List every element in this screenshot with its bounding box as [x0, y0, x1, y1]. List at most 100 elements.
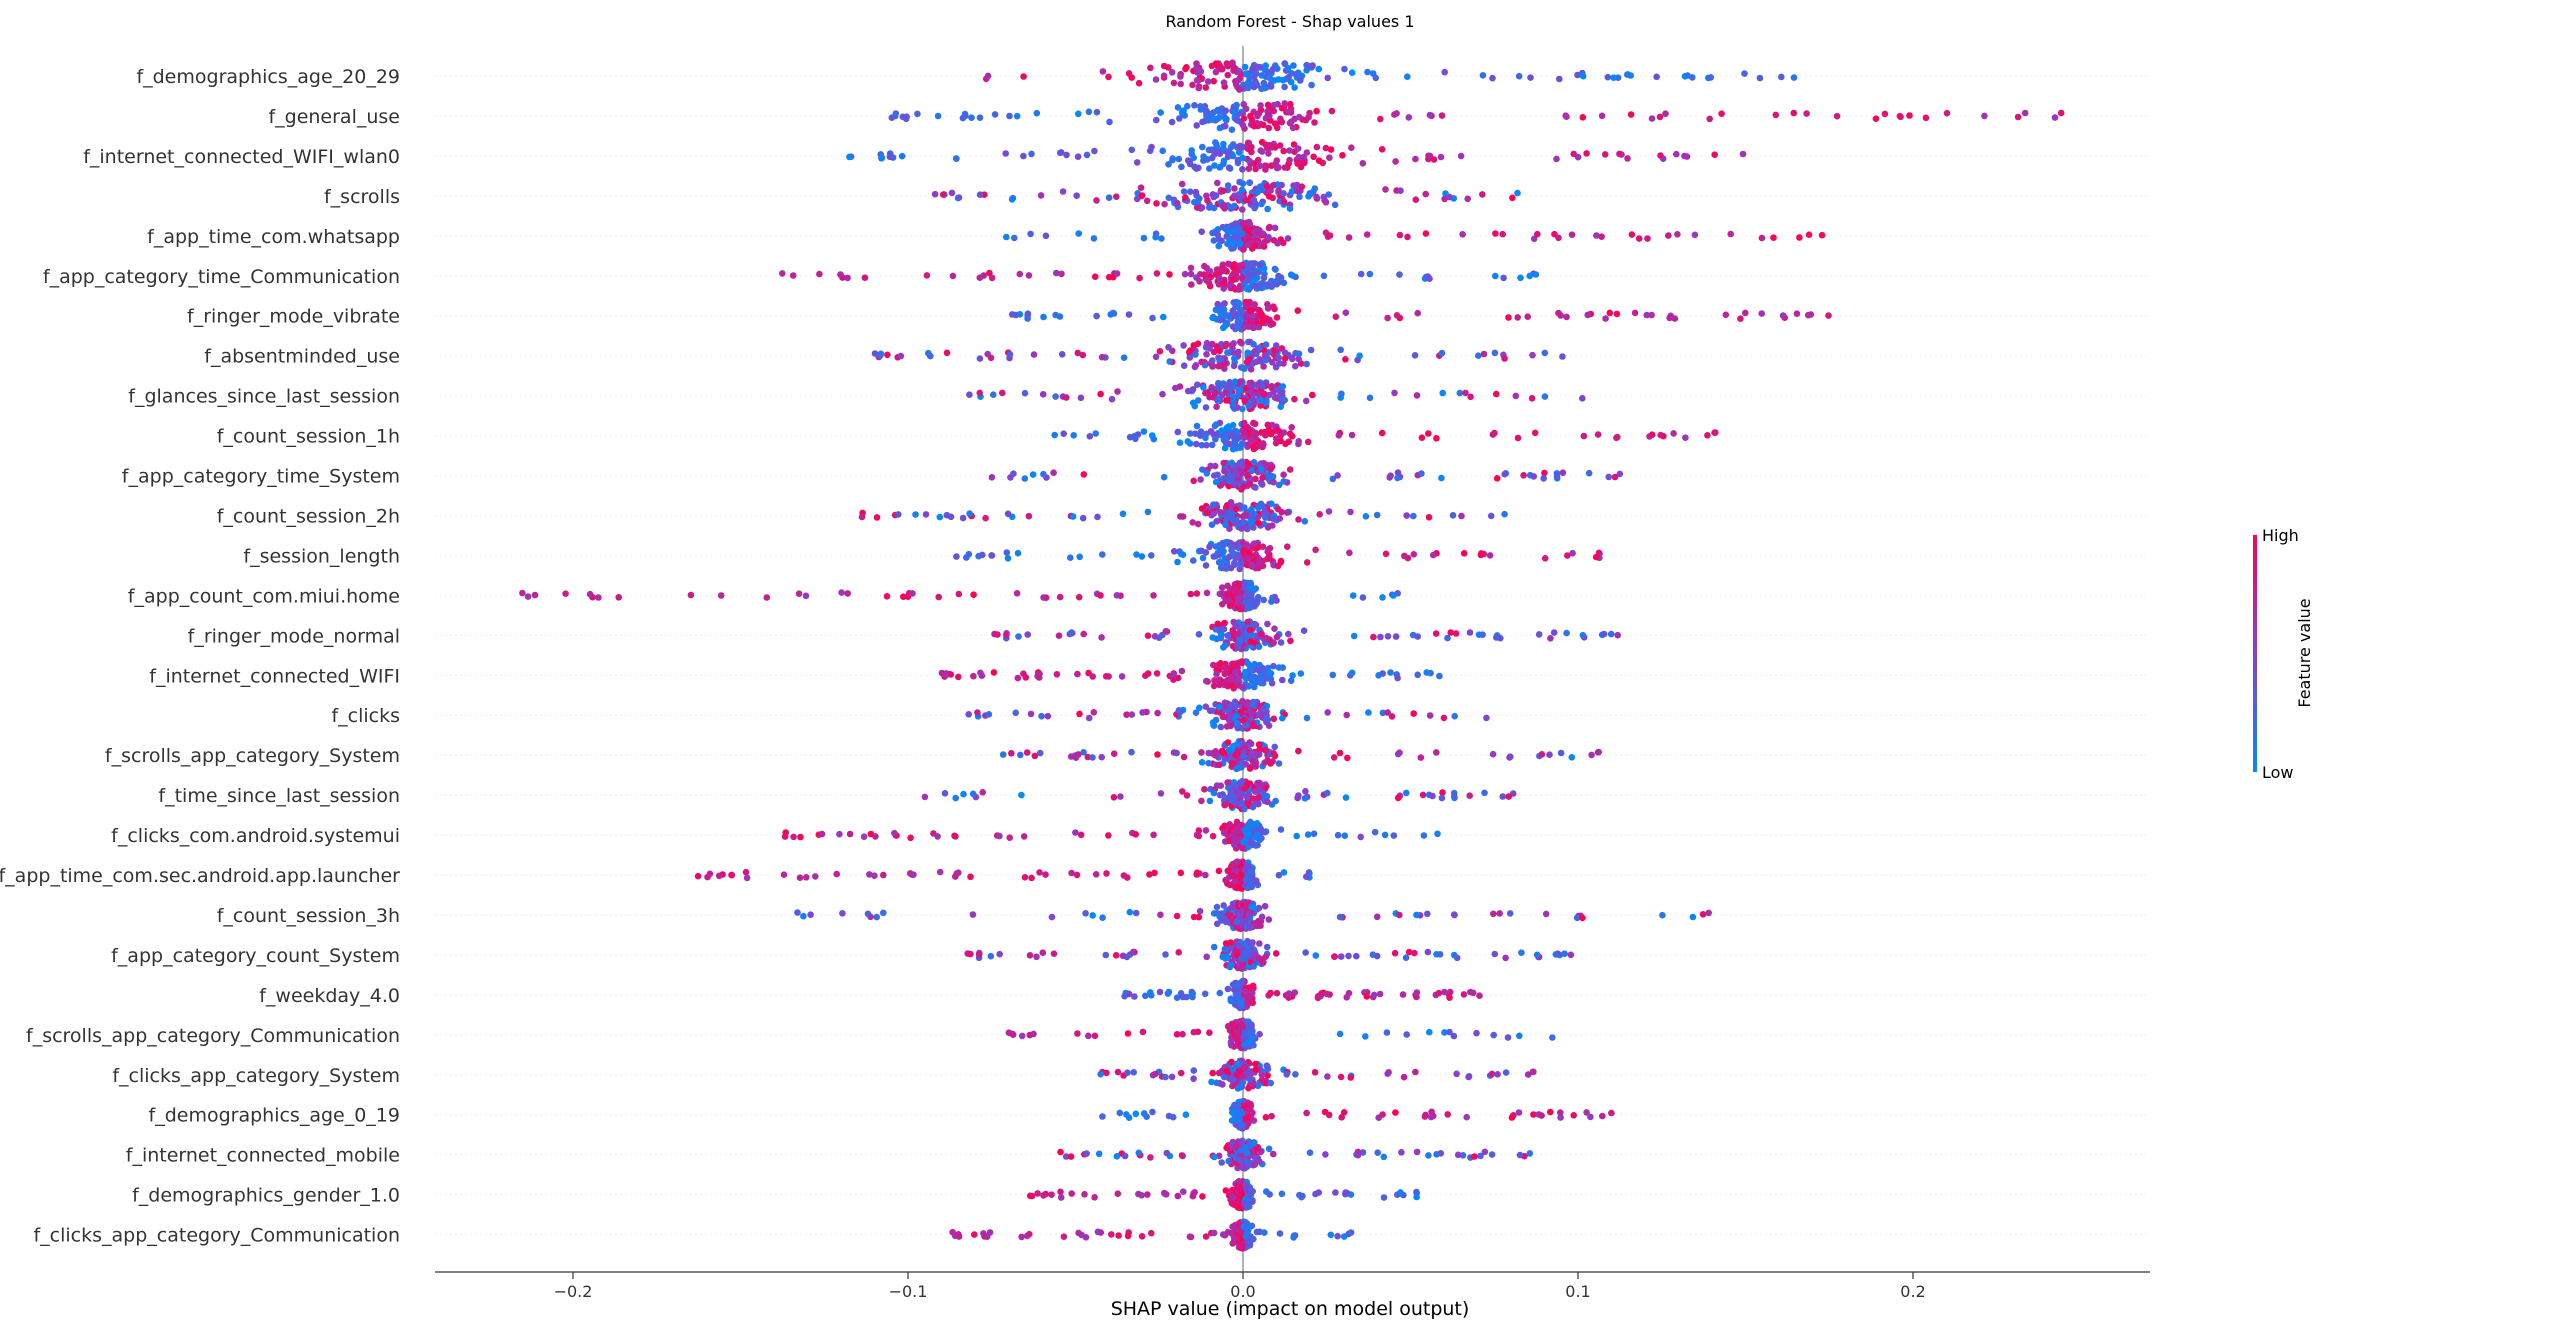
- shap-point: [1570, 1112, 1577, 1119]
- shap-point: [1296, 194, 1303, 201]
- shap-point: [695, 873, 702, 880]
- shap-point: [1091, 1194, 1098, 1201]
- shap-point: [1204, 470, 1211, 477]
- shap-point: [1692, 232, 1699, 239]
- shap-point: [1263, 715, 1270, 722]
- shap-point: [1509, 195, 1516, 202]
- shap-point: [979, 789, 986, 796]
- shap-point: [1219, 584, 1226, 591]
- shap-point: [1246, 994, 1253, 1001]
- shap-point: [1255, 307, 1262, 314]
- shap-point: [1438, 475, 1445, 482]
- shap-point: [1215, 243, 1222, 250]
- shap-point: [1612, 474, 1619, 481]
- shap-point: [1005, 555, 1012, 562]
- shap-point: [1191, 342, 1198, 349]
- shap-point: [1114, 388, 1121, 395]
- shap-point: [1243, 876, 1250, 883]
- shap-point: [1348, 144, 1355, 151]
- shap-point: [1263, 341, 1270, 348]
- shap-point: [1174, 200, 1181, 207]
- shap-point: [1194, 204, 1201, 211]
- shap-point: [1427, 712, 1434, 719]
- shap-point: [1204, 265, 1211, 272]
- shap-point: [1330, 672, 1337, 679]
- shap-point: [1258, 466, 1265, 473]
- shap-point: [899, 153, 906, 160]
- shap-point: [1313, 952, 1320, 959]
- shap-point: [1568, 952, 1575, 959]
- shap-point: [1153, 117, 1160, 124]
- shap-point: [1259, 481, 1266, 488]
- shap-point: [1317, 993, 1324, 1000]
- shap-point: [1262, 785, 1269, 792]
- shap-point: [1114, 592, 1121, 599]
- shap-point: [1326, 154, 1333, 161]
- shap-point: [1605, 474, 1612, 481]
- shap-point: [1251, 123, 1258, 130]
- shap-point: [1794, 310, 1801, 317]
- shap-point: [1141, 1110, 1148, 1117]
- shap-point: [1224, 1068, 1231, 1075]
- shap-point: [1410, 710, 1417, 717]
- shap-point: [1690, 914, 1697, 921]
- shap-point: [1275, 386, 1282, 393]
- shap-point: [1105, 832, 1112, 839]
- shap-point: [1489, 75, 1496, 82]
- shap-point: [1494, 475, 1501, 482]
- shap-point: [1514, 314, 1521, 321]
- shap-point: [1157, 989, 1164, 996]
- shap-point: [1457, 390, 1464, 397]
- shap-point: [1411, 950, 1418, 957]
- shap-point: [1379, 1111, 1386, 1118]
- shap-point: [1232, 586, 1239, 593]
- shap-point: [1295, 154, 1302, 161]
- shap-point: [1087, 433, 1094, 440]
- shap-point: [519, 590, 526, 597]
- shap-point: [1465, 1074, 1472, 1081]
- shap-point: [1231, 660, 1238, 667]
- shap-point: [1502, 955, 1509, 962]
- shap-point: [1262, 903, 1269, 910]
- shap-point: [1261, 391, 1268, 398]
- shap-point: [1410, 513, 1417, 520]
- shap-point: [846, 154, 853, 161]
- shap-point: [1251, 459, 1258, 466]
- shap-point: [990, 391, 997, 398]
- shap-point: [1236, 68, 1243, 75]
- shap-point: [1308, 82, 1315, 89]
- shap-point: [1098, 754, 1105, 761]
- shap-point: [952, 873, 959, 880]
- shap-point: [1022, 475, 1029, 482]
- shap-point: [1272, 120, 1279, 127]
- shap-point: [1481, 351, 1488, 358]
- shap-point: [1500, 275, 1507, 282]
- shap-point: [1199, 1193, 1206, 1200]
- shap-point: [1226, 164, 1233, 171]
- shap-point: [1327, 232, 1334, 239]
- shap-point: [1203, 827, 1210, 834]
- shap-point: [1556, 76, 1563, 83]
- shap-point: [1384, 315, 1391, 322]
- shap-point: [1723, 312, 1730, 319]
- shap-point: [872, 833, 879, 840]
- shap-point: [1384, 709, 1391, 716]
- shap-point: [1217, 990, 1224, 997]
- shap-point: [1230, 384, 1237, 391]
- shap-point: [1253, 877, 1260, 884]
- shap-point: [1270, 1151, 1277, 1158]
- shap-point: [1261, 239, 1268, 246]
- shap-point: [1223, 1187, 1230, 1194]
- shap-point: [1513, 393, 1520, 400]
- shap-point: [1255, 157, 1262, 164]
- shap-point: [1097, 391, 1104, 398]
- shap-point: [1524, 313, 1531, 320]
- shap-point: [1239, 845, 1246, 852]
- shap-point: [1425, 430, 1432, 437]
- shap-point: [1222, 310, 1229, 317]
- shap-point: [847, 831, 854, 838]
- shap-point: [1242, 669, 1249, 676]
- shap-point: [1260, 363, 1267, 370]
- shap-point: [1235, 319, 1242, 326]
